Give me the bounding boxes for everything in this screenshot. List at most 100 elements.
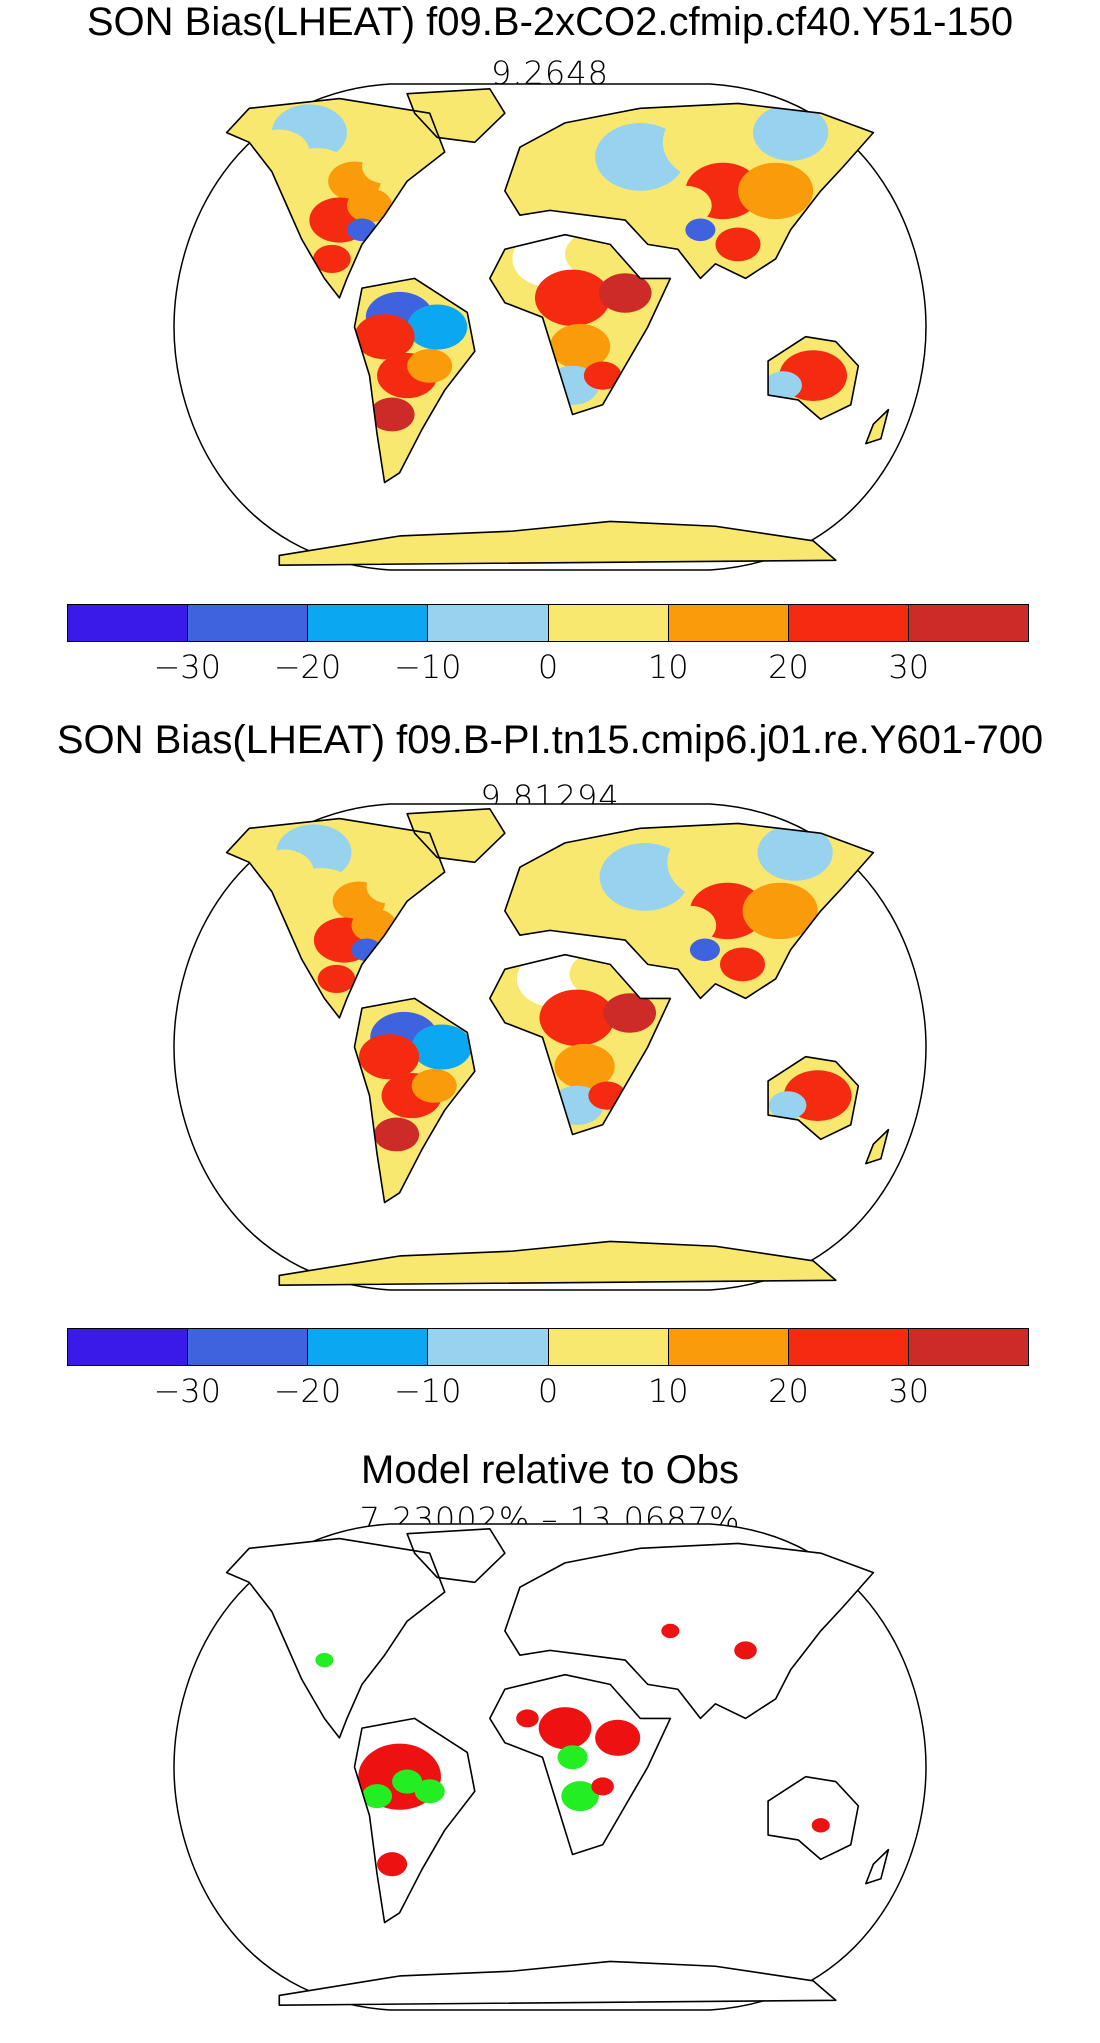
coastline-greenland xyxy=(406,1528,506,1584)
bias-patch xyxy=(539,989,615,1047)
colorbar-box xyxy=(68,605,189,641)
bias-patch xyxy=(757,824,833,881)
relative-patch-better xyxy=(315,1652,334,1668)
colorbar-tick-label: −10 xyxy=(393,1372,462,1410)
coastline-samerica xyxy=(353,1717,476,1924)
colorbar-tick-label: −10 xyxy=(393,648,462,686)
colorbar-tick-label: 20 xyxy=(768,1372,809,1410)
coastline-greenland xyxy=(406,88,506,144)
colorbar-tick-label: 20 xyxy=(768,648,809,686)
coastline-australia xyxy=(767,1775,860,1861)
panel-3-map xyxy=(173,1523,927,2011)
bias-patch xyxy=(599,843,690,911)
colorbar-tick-label: −30 xyxy=(153,648,222,686)
coastline-samerica xyxy=(353,997,476,1204)
bias-patch xyxy=(411,1068,457,1103)
coastline-nzealand xyxy=(865,1848,890,1885)
bias-patch xyxy=(764,371,802,400)
colorbar-box xyxy=(188,605,309,641)
bias-patch xyxy=(583,361,622,390)
bias-patch xyxy=(659,185,712,226)
land-fill-layer xyxy=(226,88,889,566)
relative-patch-better xyxy=(557,1745,588,1770)
bias-patch xyxy=(598,273,652,313)
colorbar-tick-label: −20 xyxy=(273,1372,342,1410)
bias-patch xyxy=(662,102,769,182)
colorbar-box xyxy=(908,1329,1028,1365)
colorbar-tick-label: 10 xyxy=(647,648,689,686)
relative-patch-worse xyxy=(811,1818,830,1833)
colorbar-box xyxy=(308,1329,429,1365)
relative-patch-worse xyxy=(538,1707,592,1750)
bias-patch xyxy=(719,947,766,982)
bias-patch xyxy=(362,149,408,184)
colorbar-box xyxy=(68,1329,189,1365)
coastline-eurasia xyxy=(504,102,875,280)
bias-patch xyxy=(358,1034,420,1080)
panel-1-colorbar-labels: −30 −20 −10 0 10 20 30 xyxy=(0,648,1100,688)
panel-1-map xyxy=(173,83,927,571)
panel-2-colorbar xyxy=(67,1328,1029,1366)
panel-1-title: SON Bias(LHEAT) f09.B-2xCO2.cfmip.cf40.Y… xyxy=(86,0,1014,44)
colorbar-tick-label: 10 xyxy=(647,1372,689,1410)
colorbar-tick-label: −20 xyxy=(273,648,342,686)
relative-patch-worse xyxy=(377,1852,408,1877)
coastline-australia xyxy=(767,335,860,421)
relative-patch-worse xyxy=(661,1623,680,1639)
colorbar-box xyxy=(788,605,909,641)
coastline-antarctica xyxy=(278,1960,837,2006)
bias-patch xyxy=(407,348,453,383)
colorbar-box xyxy=(428,1329,549,1365)
coastline-namerica xyxy=(225,1537,446,1739)
panel-2-title: SON Bias(LHEAT) f09.B-PI.tn15.cmip6.j01.… xyxy=(56,718,1044,762)
colorbar-box xyxy=(548,1329,669,1365)
coastline-eurasia xyxy=(504,1542,875,1720)
panel-3-title: Model relative to Obs xyxy=(361,1448,739,1492)
bias-patch xyxy=(768,1091,807,1120)
coastline-africa xyxy=(489,233,672,416)
bias-patch xyxy=(407,304,468,350)
relative-patch-better xyxy=(414,1779,445,1804)
colorbar-box xyxy=(788,1329,909,1365)
panel-1-colorbar xyxy=(67,604,1029,642)
bias-patch xyxy=(595,123,686,191)
coastline-antarctica xyxy=(278,520,837,566)
bias-patch xyxy=(317,964,356,994)
coastline-africa xyxy=(489,953,672,1136)
coastline-nzealand xyxy=(865,1128,890,1165)
panel-2-colorbar-labels: −30 −20 −10 0 10 20 30 xyxy=(0,1372,1100,1412)
bias-patch xyxy=(753,104,829,161)
land-fill-layer xyxy=(226,1528,889,2006)
coastline-africa xyxy=(489,1673,672,1856)
colorbar-tick-label: 30 xyxy=(888,648,930,686)
bias-patch xyxy=(313,244,351,274)
colorbar-tick-label: 0 xyxy=(537,648,559,686)
bias-patch xyxy=(663,905,717,946)
land-fill-layer xyxy=(226,808,889,1286)
bias-patch xyxy=(603,993,657,1033)
bias-patch xyxy=(369,397,415,432)
colorbar-box xyxy=(668,1329,789,1365)
coastline-australia xyxy=(767,1055,860,1141)
coastline-samerica xyxy=(353,277,476,484)
bias-patch xyxy=(354,314,415,360)
panel-2-map xyxy=(173,803,927,1291)
relative-patch-worse xyxy=(734,1641,757,1660)
bias-patch xyxy=(667,822,773,902)
coastline-greenland xyxy=(406,808,506,864)
bias-patch xyxy=(738,162,814,220)
colorbar-box xyxy=(308,605,429,641)
colorbar-tick-label: −30 xyxy=(153,1372,222,1410)
bias-patch xyxy=(411,1024,472,1070)
colorbar-box xyxy=(548,605,669,641)
bias-patch xyxy=(374,1117,420,1152)
bias-patch xyxy=(534,269,611,327)
coastline-antarctica xyxy=(278,1240,837,1286)
colorbar-tick-label: 30 xyxy=(888,1372,930,1410)
relative-patch-better xyxy=(392,1769,423,1794)
bias-patch xyxy=(554,1043,615,1089)
relative-patch-worse xyxy=(591,1777,614,1796)
colorbar-box xyxy=(908,605,1028,641)
coastline-namerica xyxy=(225,817,446,1019)
colorbar-tick-label: 0 xyxy=(537,1372,559,1410)
